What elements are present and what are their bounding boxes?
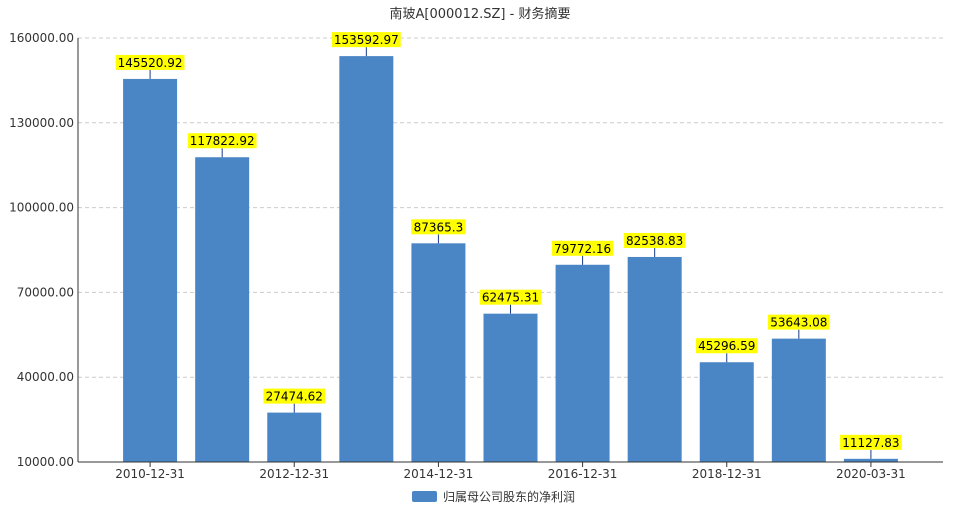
x-tick-label: 2016-12-31 — [548, 467, 618, 481]
bars — [123, 56, 898, 463]
data-label: 11127.83 — [842, 436, 899, 450]
data-label-bg — [115, 54, 185, 70]
y-tick-label: 130000.00 — [9, 116, 74, 130]
y-axis: 10000.00 40000.00 70000.00 100000.00 130000.… — [9, 31, 74, 469]
x-tick-label: 2018-12-31 — [692, 467, 762, 481]
data-label: 87365.3 — [414, 220, 464, 234]
bar[interactable] — [195, 157, 250, 462]
x-tick-label: 2010-12-31 — [115, 467, 185, 481]
y-tick-label: 40000.00 — [17, 370, 74, 384]
bar[interactable] — [411, 243, 466, 462]
y-tick-label: 10000.00 — [17, 455, 74, 469]
data-label: 62475.31 — [482, 291, 539, 305]
data-label-bg — [479, 289, 542, 305]
y-tick-label: 70000.00 — [17, 285, 74, 299]
bar[interactable] — [339, 56, 394, 463]
bar[interactable] — [843, 458, 898, 462]
data-label: 27474.62 — [266, 390, 323, 404]
bar[interactable] — [123, 78, 178, 462]
data-label: 153592.97 — [334, 33, 399, 47]
data-label-bg — [695, 338, 758, 354]
y-tick-label: 100000.00 — [9, 201, 74, 215]
bar[interactable] — [627, 256, 682, 462]
legend-swatch[interactable] — [412, 491, 437, 502]
data-label-bg — [331, 32, 401, 48]
data-labels: 145520.92 117822.92 27474.62 153592.97 87365… — [115, 32, 902, 459]
x-axis: 2010-12-31 2012-12-31 2014-12-31 2016-12-31… — [77, 38, 943, 481]
bar[interactable] — [555, 264, 610, 462]
data-label-bg — [263, 388, 326, 404]
data-label: 145520.92 — [118, 56, 183, 70]
data-label-bg — [411, 219, 466, 235]
data-label: 79772.16 — [554, 242, 611, 256]
data-label-bg — [768, 314, 830, 330]
data-label-bg — [840, 434, 902, 450]
data-label: 82538.83 — [626, 234, 683, 248]
legend[interactable]: 归属母公司股东的净利润 — [412, 489, 575, 504]
chart-title: 南玻A[000012.SZ] - 财务摘要 — [390, 6, 571, 22]
data-label: 45296.59 — [698, 339, 755, 353]
data-label-bg — [623, 232, 686, 248]
x-tick-label: 2012-12-31 — [259, 467, 329, 481]
y-tick-label: 160000.00 — [9, 31, 74, 45]
x-tick-label: 2014-12-31 — [404, 467, 474, 481]
bar[interactable] — [267, 412, 322, 462]
data-label: 117822.92 — [190, 134, 255, 148]
legend-label[interactable]: 归属母公司股东的净利润 — [443, 489, 575, 504]
data-label: 53643.08 — [770, 316, 827, 330]
bar[interactable] — [483, 313, 538, 462]
bar[interactable] — [771, 338, 826, 462]
bar[interactable] — [699, 362, 754, 462]
data-label-bg — [551, 240, 614, 256]
x-tick-label: 2020-03-31 — [836, 467, 906, 481]
data-label-bg — [187, 133, 257, 149]
